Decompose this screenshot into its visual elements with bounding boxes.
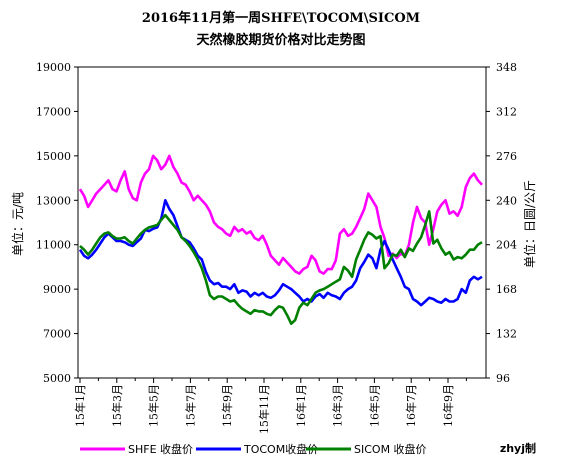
left-tick-label: 13000 [36, 194, 71, 207]
x-tick-label: 16年7月 [404, 384, 418, 427]
chart-title: 2016年11月第一周SHFE\TOCOM\SICOM [142, 10, 420, 26]
left-axis-label: 单位：元/吨 [10, 192, 25, 256]
left-tick-label: 9000 [43, 283, 71, 296]
right-tick-label: 96 [496, 372, 510, 385]
legend: SHFE 收盘价 TOCOM收盘价 SICOM 收盘价 [80, 442, 427, 456]
x-tick-label: 16年9月 [441, 384, 455, 427]
right-tick-label: 240 [496, 194, 517, 207]
x-tick-label: 15年1月 [73, 384, 87, 427]
x-tick-label: 16年1月 [294, 384, 308, 427]
legend-label-2: SICOM 收盘价 [354, 442, 427, 456]
right-axis-label: 单位：日圆/公斤 [522, 180, 537, 268]
right-tick-label: 312 [496, 105, 517, 118]
x-tick-label: 16年5月 [367, 384, 381, 427]
x-tick-label: 15年9月 [220, 384, 234, 427]
chart-subtitle: 天然橡胶期货价格对比走势图 [196, 32, 365, 48]
right-tick-label: 276 [496, 150, 517, 163]
right-y-axis: 96 132 168 204 240 276 312 348 [486, 61, 517, 385]
x-tick-label: 15年3月 [110, 384, 124, 427]
left-tick-label: 5000 [43, 372, 71, 385]
series-layer [78, 154, 483, 326]
x-axis: 15年1月 15年3月 15年5月 15年7月 15年9月 15年11月 16年1月 16年3… [73, 378, 467, 434]
right-tick-label: 132 [496, 328, 517, 341]
left-tick-label: 11000 [36, 239, 71, 252]
left-tick-label: 7000 [43, 328, 71, 341]
x-tick-label: 15年7月 [183, 384, 197, 427]
x-tick-label: 15年5月 [147, 384, 161, 427]
x-tick-label: 15年11月 [257, 384, 271, 434]
right-tick-label: 204 [496, 239, 517, 252]
left-tick-label: 19000 [36, 61, 71, 74]
series-line-1 [78, 199, 483, 307]
series-line-2 [79, 210, 483, 326]
x-tick-label: 16年3月 [331, 384, 345, 427]
left-y-axis: 5000 7000 9000 11000 13000 15000 17000 19000 [36, 61, 78, 385]
series-line-0 [78, 154, 483, 275]
legend-label-1: TOCOM收盘价 [243, 442, 318, 456]
credit-label: zhyj制 [500, 441, 536, 455]
left-tick-label: 15000 [36, 150, 71, 163]
right-tick-label: 168 [496, 283, 517, 296]
left-tick-label: 17000 [36, 105, 71, 118]
right-tick-label: 348 [496, 61, 517, 74]
legend-label-0: SHFE 收盘价 [128, 442, 193, 456]
